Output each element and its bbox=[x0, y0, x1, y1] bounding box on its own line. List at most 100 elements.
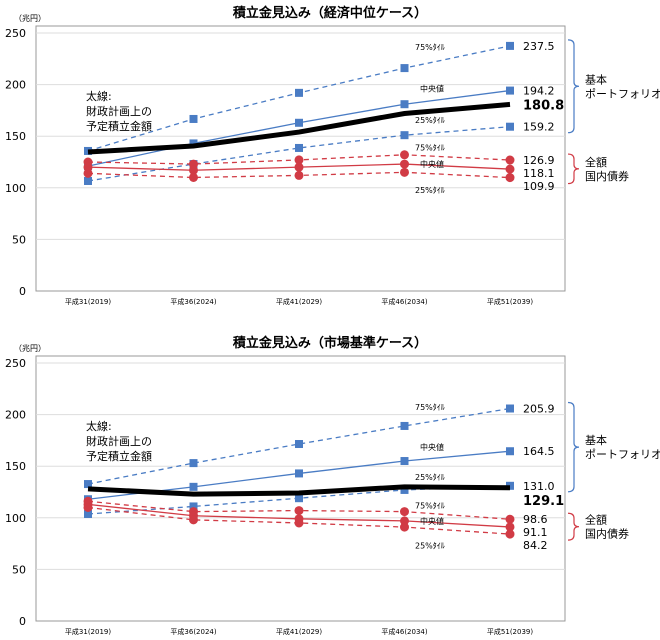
x-tick-label: 平成46(2034) bbox=[381, 297, 427, 306]
series-line bbox=[87, 484, 511, 497]
end-value-label: 126.9 bbox=[523, 154, 555, 167]
x-tick-label: 平成36(2024) bbox=[170, 627, 216, 636]
data-point-circle bbox=[83, 168, 93, 178]
end-value-label: 194.2 bbox=[523, 85, 555, 98]
group-label: 全額 bbox=[585, 513, 607, 527]
series-annotation: 25%ﾀｲﾙ bbox=[415, 473, 445, 482]
data-point-circle bbox=[294, 155, 304, 165]
group-brace bbox=[567, 153, 580, 185]
data-point-square bbox=[84, 509, 92, 518]
plot-area bbox=[35, 355, 566, 622]
group-brace bbox=[567, 39, 580, 134]
thick-line-note: 太線: bbox=[86, 89, 112, 103]
x-tick-label: 平成46(2034) bbox=[381, 627, 427, 636]
data-point-circle bbox=[400, 507, 409, 517]
y-axis-unit-label: （兆円） bbox=[14, 13, 46, 23]
chart-title: 積立金見込み（経済中位ケース） bbox=[232, 5, 427, 21]
end-value-label: 129.1 bbox=[523, 494, 564, 509]
data-point-circle bbox=[505, 514, 515, 524]
data-point-circle bbox=[189, 515, 198, 525]
data-point-square bbox=[189, 502, 198, 511]
end-value-label: 91.1 bbox=[523, 526, 548, 539]
data-point-circle bbox=[400, 167, 409, 177]
y-tick-label: 250 bbox=[5, 357, 26, 370]
group-label: 国内債券 bbox=[585, 169, 629, 183]
x-tick-label: 平成51(2039) bbox=[487, 297, 533, 306]
series-line bbox=[87, 126, 511, 182]
data-point-circle bbox=[400, 522, 409, 532]
series-annotation: 中央値 bbox=[420, 83, 444, 93]
data-point-square bbox=[506, 41, 514, 50]
x-tick-label: 平成36(2024) bbox=[170, 297, 216, 306]
data-point-circle bbox=[83, 162, 93, 172]
end-value-label: 109.9 bbox=[523, 180, 555, 193]
y-tick-label: 150 bbox=[5, 130, 26, 143]
end-value-label: 131.0 bbox=[523, 480, 555, 493]
group-label: 全額 bbox=[585, 155, 607, 169]
x-tick-label: 平成51(2039) bbox=[487, 627, 533, 636]
data-point-square bbox=[506, 404, 514, 413]
data-point-circle bbox=[505, 173, 515, 183]
data-point-square bbox=[295, 118, 303, 127]
data-point-circle bbox=[505, 155, 515, 165]
series-line bbox=[87, 101, 511, 155]
end-value-label: 84.2 bbox=[523, 539, 548, 552]
group-brace bbox=[567, 401, 580, 493]
data-point-square bbox=[295, 469, 303, 478]
data-point-square bbox=[189, 114, 198, 123]
series-annotation: 中央値 bbox=[420, 442, 444, 452]
chart-1: 積立金見込み（経済中位ケース） （兆円） 0 50 100 150 200 250 平成31(2… bbox=[5, 5, 660, 306]
x-tick-label: 平成31(2019) bbox=[65, 297, 111, 306]
series-annotation: 中央値 bbox=[420, 516, 444, 526]
y-tick-label: 100 bbox=[5, 512, 26, 525]
y-tick-label: 250 bbox=[5, 27, 26, 40]
thick-line-note: 予定積立金額 bbox=[86, 119, 152, 133]
end-value-label: 159.2 bbox=[523, 121, 555, 134]
data-point-circle bbox=[189, 159, 198, 169]
data-point-square bbox=[189, 482, 198, 491]
chart-title: 積立金見込み（市場基準ケース） bbox=[232, 335, 427, 351]
data-point-circle bbox=[505, 164, 515, 174]
group-label: ポートフォリオ bbox=[585, 87, 660, 100]
data-point-square bbox=[84, 480, 92, 489]
thick-line-note: 財政計画上の bbox=[86, 434, 152, 448]
series-annotation: 75%ﾀｲﾙ bbox=[415, 143, 445, 152]
data-point-circle bbox=[505, 529, 515, 539]
data-point-circle bbox=[400, 159, 409, 169]
data-point-circle bbox=[400, 516, 409, 526]
y-axis-unit-label: （兆円） bbox=[14, 343, 46, 353]
data-point-square bbox=[506, 122, 514, 131]
data-point-square bbox=[400, 100, 409, 109]
data-point-circle bbox=[189, 165, 198, 175]
series-annotation: 75%ﾀｲﾙ bbox=[415, 403, 445, 412]
thick-line-note: 予定積立金額 bbox=[86, 449, 152, 463]
thick-line-note: 財政計画上の bbox=[86, 104, 152, 118]
data-point-circle bbox=[294, 170, 304, 180]
chart-2: 積立金見込み（市場基準ケース） （兆円） 0 50 100 150 200 250 平成31(2… bbox=[5, 335, 660, 636]
end-value-label: 205.9 bbox=[523, 403, 555, 416]
plot-area bbox=[35, 25, 566, 292]
y-tick-label: 200 bbox=[5, 79, 26, 92]
thick-line-note: 太線: bbox=[86, 419, 112, 433]
end-value-label: 180.8 bbox=[523, 99, 564, 114]
group-brace bbox=[567, 512, 580, 541]
x-tick-label: 平成41(2029) bbox=[276, 297, 322, 306]
series-annotation: 25%ﾀｲﾙ bbox=[415, 116, 445, 125]
y-tick-label: 100 bbox=[5, 182, 26, 195]
data-point-square bbox=[189, 459, 198, 468]
group-label: ポートフォリオ bbox=[585, 448, 660, 461]
data-point-circle bbox=[400, 150, 409, 160]
data-point-square bbox=[506, 447, 514, 456]
series-annotation: 75%ﾀｲﾙ bbox=[415, 501, 445, 510]
end-value-label: 164.5 bbox=[523, 445, 555, 458]
data-point-circle bbox=[294, 506, 304, 516]
data-point-square bbox=[84, 176, 92, 185]
y-tick-label: 0 bbox=[19, 285, 26, 298]
data-point-square bbox=[295, 88, 303, 97]
data-point-square bbox=[295, 440, 303, 449]
end-value-label: 237.5 bbox=[523, 40, 555, 53]
group-label: 基本 bbox=[585, 72, 607, 86]
data-point-square bbox=[400, 64, 409, 73]
